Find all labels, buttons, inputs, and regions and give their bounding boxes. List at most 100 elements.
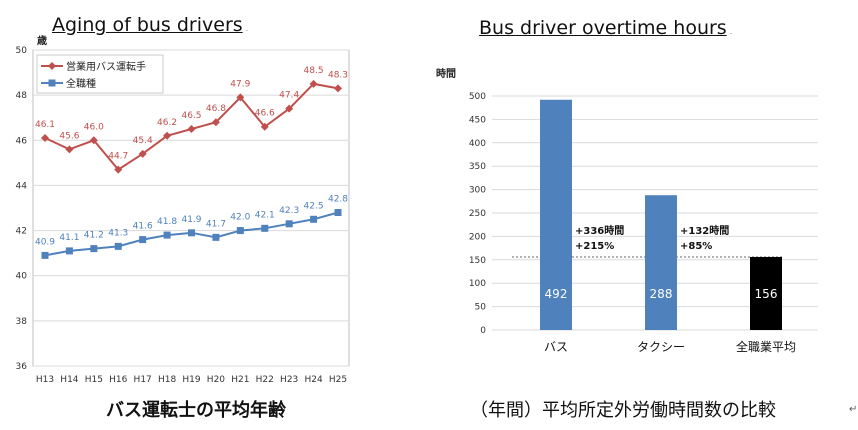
data-point: [139, 236, 147, 244]
data-point: [188, 229, 195, 237]
data-point: [89, 136, 98, 145]
line-x-tick-label: H22: [256, 375, 274, 385]
data-label: 41.7: [206, 219, 226, 229]
return-mark-icon: ↵: [849, 404, 858, 415]
legend-marker-diamond: [48, 62, 56, 70]
bar-y-tick-label: 200: [469, 232, 486, 242]
line-grid: [33, 49, 349, 367]
data-label: 42.5: [304, 201, 324, 211]
left-panel-title: Aging of bus drivers.: [52, 14, 249, 36]
line-x-tick-label: H23: [280, 375, 298, 385]
bar-category-label: タクシー: [637, 340, 685, 354]
data-point: [187, 125, 196, 133]
data-point: [310, 215, 318, 223]
data-label: 48.3: [328, 70, 348, 80]
data-label: 41.8: [157, 217, 177, 227]
data-point: [260, 122, 269, 131]
line-y-ticks: 36 38 40 42 44 46 48 50: [16, 46, 28, 372]
data-point: [261, 224, 269, 232]
data-label: 46.2: [157, 118, 177, 128]
bar-y-tick-label: 400: [469, 139, 486, 149]
bar-group: 492 バス 288 タクシー 156 全職業平均 +336時間 +215% +132時間 +85…: [512, 99, 796, 354]
data-label: 46.1: [35, 120, 55, 130]
data-label: 42.3: [279, 206, 299, 216]
data-label: 46.6: [255, 109, 275, 119]
data-label: 45.4: [133, 136, 153, 146]
bar-y-tick-label: 500: [469, 92, 486, 102]
difference-annotation: +336時間: [575, 224, 624, 237]
line-x-tick-label: H18: [158, 375, 176, 385]
data-point: [90, 245, 98, 253]
data-label: 41.3: [108, 228, 128, 238]
data-label: 48.5: [304, 66, 324, 76]
difference-annotation: +132時間: [680, 224, 729, 237]
bar-y-tick-label: 450: [469, 115, 486, 125]
data-point: [114, 242, 122, 250]
line-x-tick-label: H15: [85, 375, 103, 385]
line-x-tick-label: H16: [109, 375, 127, 385]
data-label: 47.4: [279, 91, 299, 101]
legend-label-series-2: 全職種: [66, 77, 96, 90]
line-y-tick-label: 42: [16, 227, 27, 237]
line-y-tick-label: 50: [16, 46, 28, 56]
data-point: [163, 131, 172, 140]
bar-value-label: 156: [755, 287, 778, 301]
data-label: 42.1: [255, 210, 275, 220]
data-label: 40.9: [35, 237, 55, 247]
bar-y-tick-label: 50: [475, 303, 487, 313]
data-label: 47.9: [230, 79, 250, 89]
bar-y-tick-label: 250: [469, 209, 486, 219]
data-point: [236, 227, 244, 235]
line-y-tick-label: 40: [16, 272, 28, 282]
line-x-ticks: H13 H14 H15 H16 H17 H18 H19 H20 H21 H22 H23 H24 H25: [36, 375, 347, 385]
bar-value-label: 288: [650, 287, 673, 301]
line-legend: 営業用バス運転手 全職種: [36, 54, 164, 94]
line-series-2: 40.9 41.1 41.2 41.3 41.6 41.8 41.9 41.7 42.0 42.1…: [35, 195, 348, 259]
data-point: [334, 209, 342, 217]
left-caption: バス運転士の平均年齢: [106, 400, 286, 421]
data-label: 41.2: [84, 231, 104, 241]
line-x-tick-label: H21: [231, 375, 249, 385]
line-y-tick-label: 36: [16, 362, 28, 372]
data-point: [65, 145, 74, 154]
data-point: [309, 79, 318, 88]
data-label: 46.8: [206, 104, 226, 114]
data-point: [114, 165, 123, 174]
data-label: 41.9: [181, 215, 201, 225]
data-point: [212, 233, 220, 241]
bar-category-label: バス: [544, 340, 568, 354]
data-point: [236, 93, 245, 102]
bar-y-unit: 時間: [436, 67, 456, 80]
bar-y-tick-label: 300: [469, 186, 486, 196]
data-point: [285, 220, 293, 228]
data-label: 45.6: [59, 131, 79, 141]
bar-y-tick-label: 350: [469, 162, 486, 172]
line-x-tick-label: H14: [60, 375, 78, 385]
bar-value-label: 492: [545, 287, 568, 301]
title-mark-icon: .: [245, 24, 249, 33]
line-series-group: 46.1 45.6 46.0 44.7 45.4 46.2 46.5 46.8 47.9 46.6…: [35, 66, 348, 259]
data-label: 46.5: [181, 111, 201, 121]
data-point: [285, 104, 294, 113]
right-caption: （年間）平均所定外労働時間数の比較: [470, 400, 776, 421]
data-label: 41.1: [59, 233, 79, 243]
data-label: 42.0: [230, 213, 250, 223]
line-x-tick-label: H13: [36, 375, 54, 385]
legend-marker-square: [48, 79, 56, 87]
difference-annotation: +85%: [680, 241, 712, 252]
data-label: 44.7: [108, 152, 128, 162]
legend-label-series-1: 営業用バス運転手: [66, 60, 146, 73]
data-point: [65, 247, 73, 255]
line-x-tick-label: H17: [134, 375, 152, 385]
bar-y-tick-label: 100: [469, 279, 486, 289]
difference-annotation: +215%: [575, 241, 614, 252]
line-y-tick-label: 38: [16, 317, 28, 327]
data-point: [41, 251, 49, 259]
line-y-tick-label: 44: [16, 181, 28, 191]
line-y-unit: 歳: [37, 34, 47, 47]
bar-y-tick-label: 150: [469, 256, 486, 266]
right-panel-title: Bus driver overtime hours.: [479, 17, 733, 39]
line-series-1: 46.1 45.6 46.0 44.7 45.4 46.2 46.5 46.8 47.9 46.6…: [35, 66, 348, 174]
